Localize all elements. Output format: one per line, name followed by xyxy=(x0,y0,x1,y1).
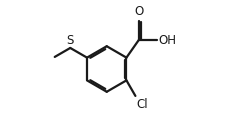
Text: O: O xyxy=(134,5,143,18)
Text: OH: OH xyxy=(157,34,175,47)
Text: S: S xyxy=(66,34,74,47)
Text: Cl: Cl xyxy=(136,98,147,111)
